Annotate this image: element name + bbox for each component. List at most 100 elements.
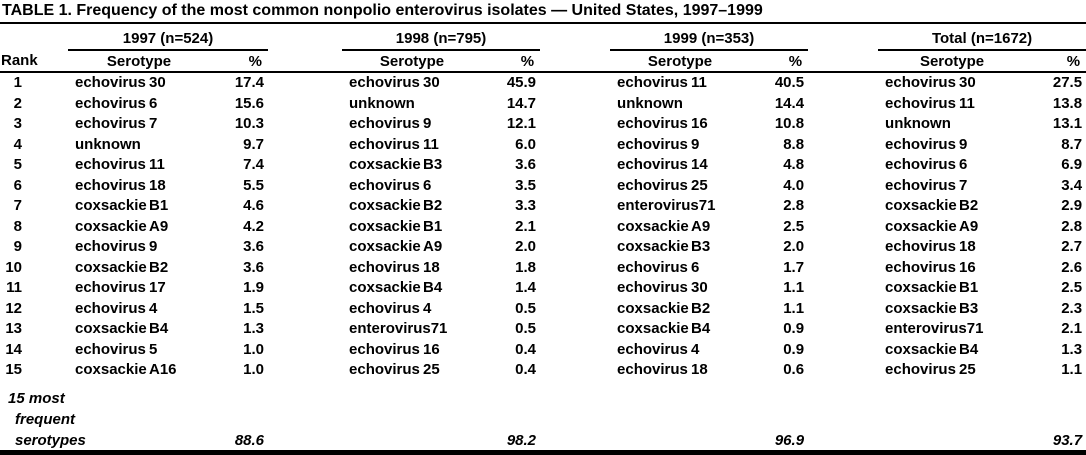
- percent-cell: 2.7: [1061, 238, 1083, 255]
- spacer-cell: [540, 217, 610, 238]
- serotype-name: echovirus: [349, 258, 420, 276]
- spacer-cell: [540, 50, 611, 73]
- spacer-cell: [610, 430, 750, 451]
- serotype-number: 6: [149, 94, 158, 112]
- percent-cell: 0.9: [783, 320, 805, 337]
- column-header-row: Rank Serotype % Serotype % Serotype % Se…: [0, 50, 1086, 73]
- serotype-cell: echovirus 25: [342, 360, 482, 381]
- serotype-cell: coxsackie A9: [878, 217, 1026, 238]
- serotype-name: echovirus: [885, 135, 956, 153]
- percent-cell: 2.8: [1061, 217, 1083, 235]
- serotype-cell: echovirus 14: [610, 155, 750, 176]
- serotype-name: echovirus: [75, 238, 146, 255]
- serotype-number: 11: [149, 156, 165, 173]
- percent-cell: 0.6: [783, 361, 805, 378]
- serotype-name: echovirus: [617, 115, 688, 132]
- serotype-number: A9: [423, 238, 443, 255]
- table-row: 7 coxsackie B1 4.6 coxsackie B2 3.3 enterovirus…: [0, 196, 1086, 217]
- spacer-cell: [540, 237, 610, 258]
- serotype-number: 18: [423, 258, 440, 276]
- serotype-name: echovirus: [617, 340, 688, 358]
- serotype-name: coxsackie: [75, 361, 147, 378]
- percent-cell: 2.5: [783, 217, 805, 235]
- serotype-name: echovirus: [75, 299, 146, 317]
- serotype-cell: enterovirus71: [342, 319, 482, 340]
- serotype-name: coxsackie: [349, 197, 421, 214]
- percent-cell: 4.8: [783, 156, 805, 173]
- spacer-cell: [268, 72, 342, 94]
- table-row: 12 echovirus 4 1.5 echovirus 4 0.5 coxsackie B2 1…: [0, 299, 1086, 320]
- spacer-cell: [878, 430, 1026, 451]
- serotype-number: B3: [959, 299, 979, 317]
- percent-cell: 2.0: [515, 238, 537, 255]
- table-row: 11 echovirus 17 1.9 coxsackie B4 1.4 echovirus 3…: [0, 278, 1086, 299]
- serotype-cell: echovirus 18: [610, 360, 750, 381]
- serotype-number: 71: [430, 320, 448, 337]
- spacer-cell: [808, 340, 878, 361]
- serotype-number: B3: [691, 238, 711, 255]
- title-rule: [0, 22, 1086, 24]
- serotype-name: echovirus: [349, 340, 420, 358]
- percent-column-header: %: [482, 50, 541, 73]
- serotype-name: unknown: [617, 94, 683, 112]
- serotype-name: coxsackie: [885, 197, 957, 214]
- serotype-cell: echovirus 11: [68, 155, 210, 176]
- percent-cell: 1.0: [243, 340, 265, 358]
- percent-cell: 13.1: [1052, 115, 1083, 132]
- table-row: 5 echovirus 11 7.4 coxsackie B3 3.6 echovirus 14…: [0, 155, 1086, 176]
- serotype-name: echovirus: [349, 176, 420, 194]
- group-header-1998: 1998 (n=795): [342, 24, 541, 51]
- serotype-number: 9: [959, 135, 968, 153]
- percent-cell: 6.9: [1061, 156, 1083, 173]
- serotype-name: echovirus: [885, 74, 956, 91]
- percent-cell: 1.9: [243, 279, 265, 296]
- serotype-cell: enterovirus71: [878, 319, 1026, 340]
- percent-cell: 0.4: [515, 361, 537, 378]
- serotype-cell: coxsackie A16: [68, 360, 210, 381]
- rank-cell: 15: [5, 361, 22, 378]
- serotype-cell: echovirus 30: [68, 72, 210, 94]
- serotype-name: coxsackie: [349, 156, 421, 173]
- serotype-number: 25: [959, 361, 976, 378]
- serotype-number: 4: [149, 299, 158, 317]
- serotype-cell: coxsackie B4: [342, 278, 482, 299]
- percent-cell: 6.0: [515, 135, 537, 153]
- percent-column-header: %: [210, 50, 269, 73]
- serotype-cell: echovirus 30: [610, 278, 750, 299]
- serotype-number: A9: [691, 217, 711, 235]
- spacer-cell: [268, 258, 342, 279]
- percent-cell: 3.4: [1061, 176, 1083, 194]
- serotype-number: 9: [691, 135, 700, 153]
- serotype-cell: echovirus 4: [342, 299, 482, 320]
- table-row: 10 coxsackie B2 3.6 echovirus 18 1.8 echovirus 6…: [0, 258, 1086, 279]
- footer-percent-1999: 96.9: [774, 431, 805, 449]
- serotype-number: 30: [149, 74, 166, 91]
- serotype-number: B1: [423, 217, 443, 235]
- rank-cell: 14: [5, 340, 22, 358]
- group-header-1999: 1999 (n=353): [610, 24, 809, 51]
- serotype-number: 11: [423, 135, 439, 153]
- serotype-name: coxsackie: [349, 279, 421, 296]
- spacer-cell: [540, 24, 610, 50]
- spacer-cell: [540, 94, 610, 115]
- serotype-cell: coxsackie B1: [342, 217, 482, 238]
- serotype-name: echovirus: [75, 156, 146, 173]
- table-row: 9 echovirus 9 3.6 coxsackie A9 2.0 coxsackie B3 2…: [0, 237, 1086, 258]
- serotype-cell: coxsackie B3: [342, 155, 482, 176]
- spacer-cell: [342, 430, 482, 451]
- spacer-cell: [540, 114, 610, 135]
- serotype-cell: echovirus 11: [878, 94, 1026, 115]
- spacer-cell: [540, 155, 610, 176]
- serotype-cell: enterovirus71: [610, 196, 750, 217]
- spacer-cell: [540, 72, 610, 94]
- table-row: 3 echovirus 7 10.3 echovirus 9 12.1 echovirus 16…: [0, 114, 1086, 135]
- serotype-cell: echovirus 25: [610, 176, 750, 197]
- percent-cell: 40.5: [774, 74, 805, 91]
- serotype-name: echovirus: [617, 74, 688, 91]
- serotype-cell: echovirus 9: [68, 237, 210, 258]
- percent-cell: 15.6: [234, 94, 265, 112]
- serotype-number: 9: [423, 115, 432, 132]
- percent-cell: 1.3: [1061, 340, 1083, 358]
- spacer-cell: [808, 299, 878, 320]
- spacer-cell: [268, 237, 342, 258]
